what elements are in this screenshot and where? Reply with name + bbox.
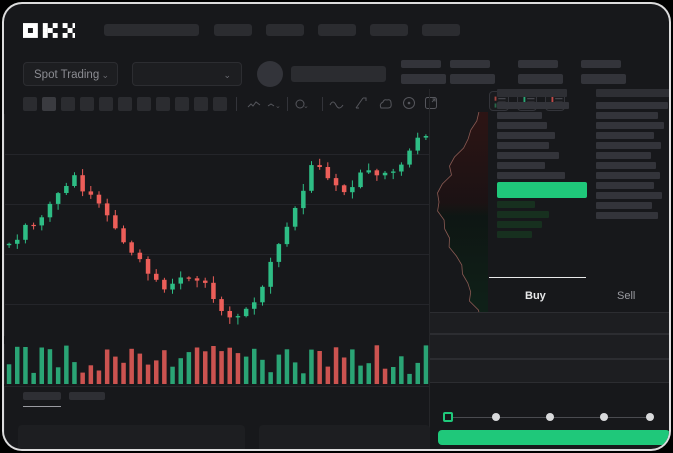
svg-text:⌄: ⌄ — [275, 103, 281, 110]
svg-text:⌄: ⌄ — [303, 103, 309, 110]
